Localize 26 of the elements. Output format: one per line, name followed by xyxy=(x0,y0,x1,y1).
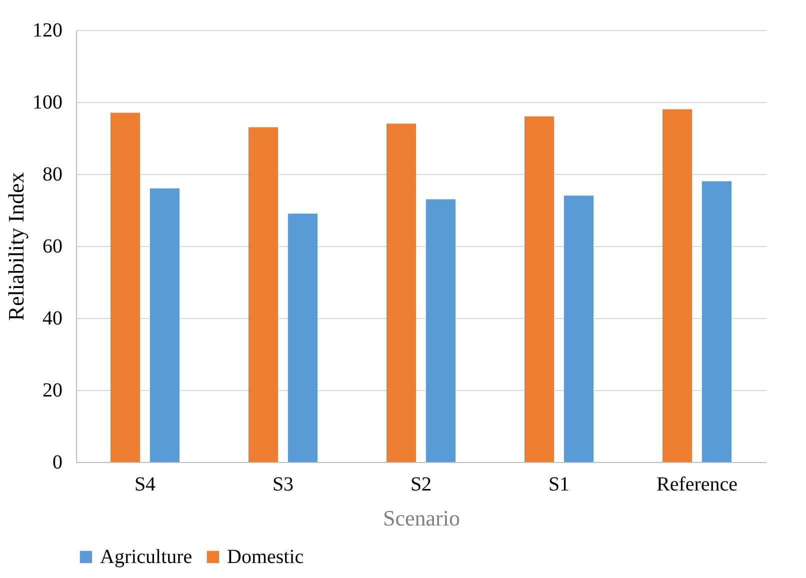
y-tick-label: 0 xyxy=(52,452,62,474)
bar xyxy=(524,116,554,462)
bar xyxy=(426,199,456,462)
x-tick-label: S4 xyxy=(134,474,156,496)
y-tick-label: 80 xyxy=(42,164,62,186)
x-axis-title: Scenario xyxy=(383,506,460,530)
x-tick-label: S1 xyxy=(548,474,570,496)
y-tick-label: 120 xyxy=(32,20,62,42)
bar xyxy=(110,112,140,462)
x-tick-label: S2 xyxy=(410,474,432,496)
y-tick-label: 60 xyxy=(42,236,62,258)
y-axis-title: Reliability Index xyxy=(4,172,28,321)
bar xyxy=(662,109,692,462)
legend-label: Agriculture xyxy=(100,546,192,568)
bar xyxy=(386,124,416,462)
bar xyxy=(150,188,180,462)
bar xyxy=(288,214,318,462)
bar xyxy=(248,127,278,462)
bar xyxy=(702,181,732,462)
x-tick-label: S3 xyxy=(272,474,294,496)
legend-label: Domestic xyxy=(227,546,304,568)
y-tick-label: 40 xyxy=(42,308,62,330)
y-tick-label: 20 xyxy=(42,380,62,402)
y-tick-label: 100 xyxy=(32,92,62,114)
bar xyxy=(564,196,594,462)
x-tick-label: Reference xyxy=(656,474,738,496)
